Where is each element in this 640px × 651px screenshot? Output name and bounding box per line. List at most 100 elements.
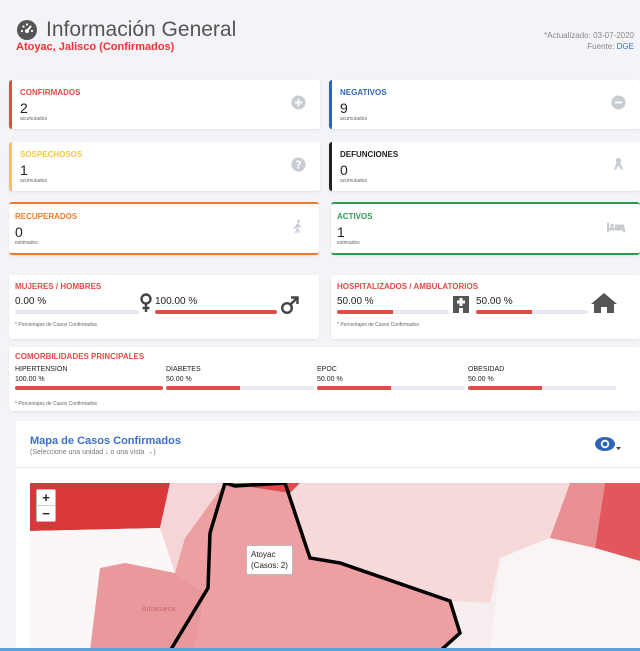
male-icon — [280, 296, 299, 315]
tooltip-cases: (Casos: 2) — [251, 561, 288, 570]
comorbidity-bar — [468, 386, 616, 390]
card-confirmados: CONFIRMADOS 2 acumulados — [9, 80, 320, 129]
card-label: HOSPITALIZADOS / AMBULATORIOS — [337, 282, 479, 291]
card-label: MUJERES / HOMBRES — [15, 282, 102, 291]
map-region[interactable] — [290, 483, 570, 603]
comorbidity-bar-fill — [468, 386, 542, 390]
ambulatory-bar — [476, 310, 588, 314]
map-tooltip: Atoyac (Casos: 2) — [246, 545, 293, 575]
zoom-out-button[interactable]: − — [37, 505, 55, 521]
comorbidity-bar-fill — [317, 386, 391, 390]
municipality-border — [168, 483, 227, 651]
comorbidity-name: EPOC — [317, 366, 337, 373]
home-icon — [591, 293, 617, 313]
card-hospital: HOSPITALIZADOS / AMBULATORIOS 50.00 % 50… — [331, 275, 640, 339]
map-region[interactable] — [90, 563, 205, 651]
comorbidity-name: HIPERTENSION — [15, 366, 68, 373]
map-canvas[interactable]: Amacueca + − Atoyac (Casos: 2) — [30, 483, 640, 651]
walking-icon — [293, 219, 302, 234]
update-info: *Actualizado: 03-07-2020 Fuente: DGE — [544, 30, 634, 52]
comorbidity-value: 50.00 % — [166, 376, 192, 383]
card-label: CONFIRMADOS — [20, 88, 81, 97]
minus-circle-icon — [611, 95, 626, 110]
hospitalized-value: 50.00 % — [337, 296, 374, 307]
card-value: 0 — [15, 224, 23, 240]
map-region-atoyac[interactable] — [175, 483, 460, 651]
card-sub: acumulados — [20, 116, 47, 122]
card-activos: ACTIVOS 1 estimados — [331, 202, 640, 255]
note: * Porcentajes de Casos Confirmados — [15, 322, 97, 328]
comorbidity-name: DIABETES — [166, 366, 201, 373]
card-defunciones: DEFUNCIONES 0 acumulados — [329, 142, 640, 191]
comorbidity-value: 50.00 % — [317, 376, 343, 383]
card-value: 1 — [337, 224, 345, 240]
updated-date: *Actualizado: 03-07-2020 — [544, 31, 634, 40]
tooltip-name: Atoyac — [251, 550, 276, 559]
comorbidity-bar — [166, 386, 314, 390]
map-region[interactable] — [595, 483, 640, 561]
card-recuperados: RECUPERADOS 0 estimados — [9, 202, 319, 255]
source-prefix: Fuente: — [587, 42, 617, 51]
card-sub: estimados — [337, 240, 360, 246]
comorbidity-bar — [317, 386, 465, 390]
plus-circle-icon — [291, 95, 306, 110]
divider — [16, 467, 640, 468]
source-link[interactable]: DGE — [616, 42, 634, 51]
card-value: 0 — [340, 162, 348, 178]
bottom-accent — [0, 648, 640, 651]
ambulatory-bar-fill — [476, 310, 532, 314]
map-region[interactable] — [30, 528, 175, 651]
map-region[interactable] — [490, 538, 640, 651]
map-label-amacueca: Amacueca — [142, 606, 176, 613]
card-comorbidities: COMORBILIDADES PRINCIPALES HIPERTENSION 1… — [9, 347, 640, 411]
card-label: SOSPECHOSOS — [20, 150, 83, 159]
card-value: 9 — [340, 100, 348, 116]
eye-icon — [595, 437, 621, 451]
page-title: Información General — [46, 18, 237, 41]
ambulatory-value: 50.00 % — [476, 296, 513, 307]
page-subtitle: Atoyac, Jalisco (Confirmados) — [16, 41, 175, 53]
comorbidity-bar-fill — [15, 386, 163, 390]
map-subtitle: (Seleccione una unidad ↓ o una vista →) — [30, 449, 156, 456]
men-bar-fill — [155, 310, 277, 314]
source-line: Fuente: DGE — [544, 41, 634, 52]
comorbidity-value: 50.00 % — [468, 376, 494, 383]
note: * Porcentajes de Casos Confirmados — [337, 322, 419, 328]
zoom-controls: + − — [36, 489, 56, 522]
card-value: 2 — [20, 100, 28, 116]
card-sub: acumulados — [340, 178, 367, 184]
card-sub: acumulados — [20, 178, 47, 184]
comorbidity-name: OBESIDAD — [468, 366, 505, 373]
hospital-icon — [453, 296, 469, 313]
card-label: DEFUNCIONES — [340, 150, 399, 159]
card-sospechosos: SOSPECHOSOS 1 acumulados ? — [9, 142, 320, 191]
map-region[interactable] — [550, 483, 605, 548]
men-value: 100.00 % — [155, 296, 198, 307]
card-label: NEGATIVOS — [340, 88, 387, 97]
map-region[interactable] — [160, 483, 225, 573]
card-sub: estimados — [15, 240, 38, 246]
comorbidity-bar-fill — [166, 386, 240, 390]
hospitalized-bar-fill — [337, 310, 393, 314]
map-region[interactable] — [30, 483, 170, 531]
svg-text:?: ? — [296, 159, 302, 171]
ribbon-icon — [613, 157, 624, 171]
comorbidity-value: 100.00 % — [15, 376, 45, 383]
card-value: 1 — [20, 162, 28, 178]
choropleth-map[interactable] — [30, 483, 640, 651]
dashboard-gauge-icon — [17, 20, 37, 40]
men-bar — [155, 310, 277, 314]
hospitalized-bar — [337, 310, 449, 314]
note: * Porcentajes de Casos Confirmados — [15, 401, 97, 407]
card-negativos: NEGATIVOS 9 acumulados — [329, 80, 640, 129]
view-selector-button[interactable] — [594, 433, 622, 455]
municipality-border — [224, 483, 463, 651]
card-sub: acumulados — [340, 116, 367, 122]
card-label: RECUPERADOS — [15, 212, 78, 221]
women-value: 0.00 % — [15, 296, 47, 307]
card-gender: MUJERES / HOMBRES 0.00 % 100.00 % * Porc… — [9, 275, 319, 339]
map-card: Mapa de Casos Confirmados (Seleccione un… — [16, 421, 640, 651]
zoom-in-button[interactable]: + — [42, 490, 50, 505]
women-bar — [15, 310, 139, 314]
page-header: Información General Atoyac, Jalisco (Con… — [0, 0, 640, 60]
